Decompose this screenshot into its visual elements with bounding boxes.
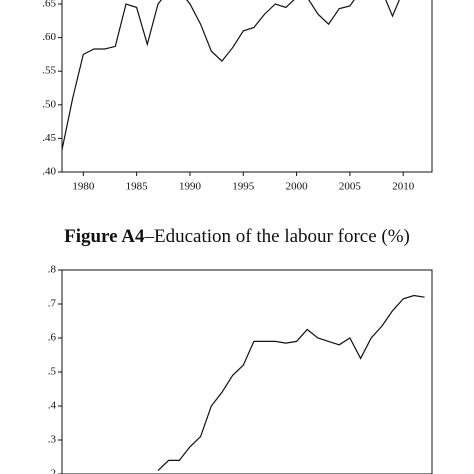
y-tick-label: .55 xyxy=(42,65,56,77)
data-line xyxy=(62,0,400,150)
y-tick-label: .3 xyxy=(48,434,57,446)
y-tick-label: .60 xyxy=(42,31,56,43)
x-tick-label: 2005 xyxy=(339,181,362,193)
y-tick-label: .45 xyxy=(42,132,56,144)
plot-frame xyxy=(61,0,433,173)
plot-frame xyxy=(61,269,433,474)
x-tick-label: 1980 xyxy=(72,181,95,193)
y-tick-label: .6 xyxy=(48,332,57,344)
x-tick-label: 2000 xyxy=(286,181,309,193)
x-tick-label: 1985 xyxy=(126,181,149,193)
y-tick-label: .2 xyxy=(48,468,56,474)
figure-caption: Figure A4–Education of the labour force … xyxy=(64,226,410,247)
data-line xyxy=(157,294,425,472)
y-tick-label: .5 xyxy=(48,366,57,378)
y-tick-label: .50 xyxy=(42,98,56,110)
x-tick-label: 1990 xyxy=(179,181,202,193)
x-tick-label: 2010 xyxy=(392,181,415,193)
caption-label: Figure A4 xyxy=(64,226,145,247)
y-tick-label: .4 xyxy=(48,400,57,412)
y-tick-label: .65 xyxy=(42,0,56,10)
x-tick-label: 1995 xyxy=(232,181,255,193)
y-tick-label: .8 xyxy=(48,264,57,276)
caption-text: –Education of the labour force (%) xyxy=(144,226,410,247)
y-tick-label: .7 xyxy=(48,298,57,310)
y-tick-label: .40 xyxy=(42,166,56,178)
